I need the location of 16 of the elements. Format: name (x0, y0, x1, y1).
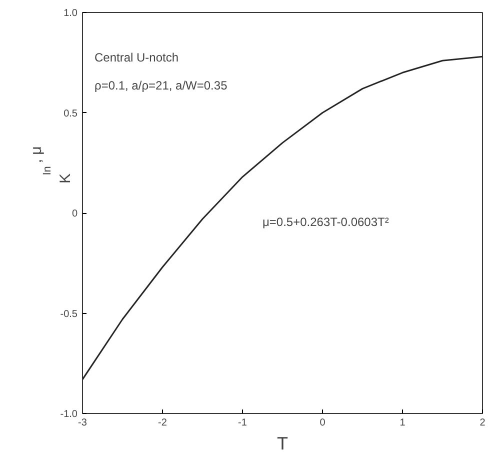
y-axis-title: KIn, μ (28, 146, 74, 184)
y-tick-label: 0 (72, 208, 78, 220)
x-axis-title: T (277, 434, 288, 454)
annotation: μ=0.5+0.263T-0.0603T² (262, 215, 389, 230)
x-tick-label: -3 (78, 418, 88, 428)
x-tick-label: -1 (238, 418, 248, 428)
annotation: ρ=0.1, a/ρ=21, a/W=0.35 (94, 78, 228, 93)
y-tick-label: 0.5 (64, 108, 78, 120)
x-tick-label: 2 (480, 418, 486, 428)
y-tick-label: -1.0 (60, 409, 78, 420)
y-tick-label: -0.5 (60, 308, 78, 320)
annotation: Central U-notch (94, 50, 179, 65)
x-tick-label: -2 (158, 418, 168, 428)
x-tick-label: 0 (320, 418, 326, 428)
y-tick-label: 1.0 (64, 8, 78, 19)
x-tick-label: 1 (400, 418, 406, 428)
